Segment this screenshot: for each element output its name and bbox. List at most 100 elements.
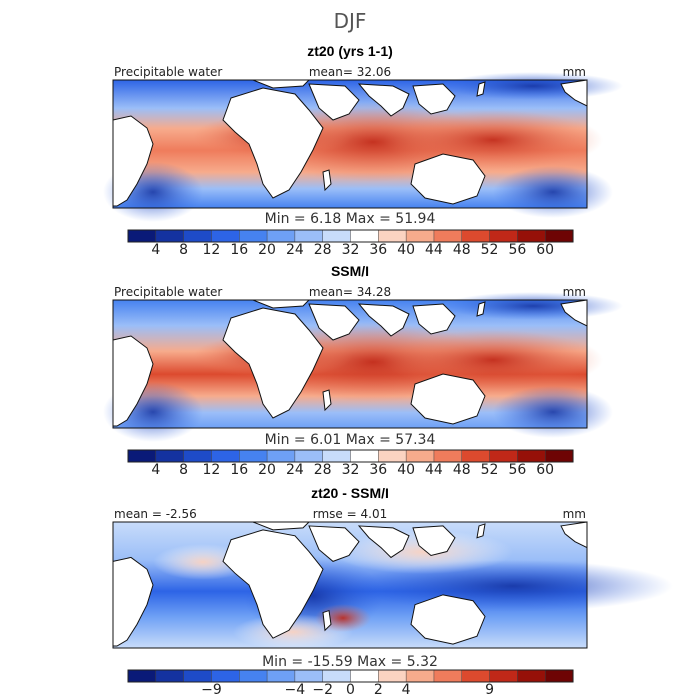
- colorbar-swatch: [433, 669, 463, 683]
- colorbar-swatch: [266, 669, 296, 683]
- mean-stat: mean= 34.28: [309, 285, 391, 299]
- land-outline: [308, 525, 360, 562]
- colorbar-tick-label: 24: [286, 242, 304, 258]
- colorbar-tick-label: 20: [258, 462, 276, 478]
- panel-title: SSM/I: [331, 263, 369, 279]
- map-field: [112, 521, 673, 650]
- colorbar-swatch: [405, 229, 435, 243]
- colorbar: −9 −4 −2 0 2 4 9: [127, 669, 574, 698]
- colorbar-swatch: [239, 449, 268, 463]
- colorbar-swatch: [127, 229, 157, 243]
- colorbar-swatch: [155, 229, 185, 243]
- land-outline: [560, 79, 588, 107]
- land-outline: [410, 153, 486, 205]
- colorbar-tick-label: 44: [425, 462, 443, 478]
- colorbar-tick-label: 56: [508, 462, 526, 478]
- colorbar-swatch: [544, 669, 574, 683]
- colorbar-tick-label: 8: [179, 242, 188, 258]
- land-outline: [410, 594, 486, 645]
- min-max-label: Min = 6.01 Max = 57.34: [265, 432, 436, 448]
- mean-stat: mean = -2.56: [114, 507, 197, 521]
- panel-title: zt20 (yrs 1-1): [307, 43, 393, 59]
- colorbar-swatch: [489, 669, 518, 683]
- colorbar-swatch: [378, 449, 407, 463]
- colorbar-swatch: [322, 449, 352, 463]
- min-max-label: Min = 6.18 Max = 51.94: [265, 211, 436, 227]
- colorbar-tick-label: −4: [285, 682, 306, 698]
- colorbar-tick-label: 8: [179, 462, 188, 478]
- colorbar-swatch: [127, 449, 157, 463]
- field-feature: [443, 292, 623, 320]
- colorbar-swatch: [239, 669, 268, 683]
- colorbar-swatch: [183, 669, 212, 683]
- colorbar-swatch: [489, 229, 518, 243]
- map-frame: [112, 299, 588, 429]
- land-outline: [412, 303, 456, 335]
- panel-3: zt20 - SSM/I mean = -2.56 rmse = 4.01 mm Min…: [112, 485, 673, 698]
- land-outline: [112, 335, 154, 427]
- colorbar-swatch: [350, 449, 379, 463]
- colorbar-tick-label: 32: [342, 242, 360, 258]
- land-outline: [412, 525, 456, 557]
- mean-stat: mean= 32.06: [309, 65, 391, 79]
- colorbar-tick-label: 28: [314, 242, 332, 258]
- min-max-label: Min = -15.59 Max = 5.32: [262, 654, 438, 670]
- colorbar-tick-label: 16: [230, 242, 248, 258]
- colorbar-swatch: [127, 669, 157, 683]
- colorbar-swatch: [461, 669, 491, 683]
- colorbar-tick-label: 16: [230, 462, 248, 478]
- colorbar-swatch: [266, 449, 296, 463]
- variable-label: Precipitable water: [114, 65, 222, 79]
- land-outline: [357, 525, 410, 559]
- panel-title: zt20 - SSM/I: [311, 485, 389, 501]
- land-outline: [357, 303, 410, 337]
- colorbar-tick-label: 4: [151, 242, 160, 258]
- colorbar-tick-label: 56: [508, 242, 526, 258]
- land-outline: [560, 299, 588, 327]
- colorbar-tick-label: 52: [481, 462, 499, 478]
- land-outline: [476, 81, 486, 97]
- land-outline: [476, 523, 486, 539]
- land-outline: [322, 609, 332, 632]
- colorbar-swatch: [461, 229, 491, 243]
- colorbar-tick-label: 28: [314, 462, 332, 478]
- colorbar-tick-label: 32: [342, 462, 360, 478]
- colorbar-swatch: [517, 229, 546, 243]
- colorbar-swatch: [405, 669, 435, 683]
- colorbar-swatch: [350, 229, 379, 243]
- colorbar-tick-label: 4: [151, 462, 160, 478]
- colorbar-tick-label: −2: [312, 682, 333, 698]
- land-outline: [222, 307, 324, 419]
- land-outline: [412, 83, 456, 115]
- colorbar-swatch: [544, 229, 574, 243]
- colorbar-tick-label: 12: [203, 242, 221, 258]
- colorbar-frame: [127, 669, 574, 683]
- colorbar-swatch: [294, 229, 324, 243]
- colorbar-swatch: [155, 669, 185, 683]
- land-outline: [357, 83, 410, 117]
- field-feature: [493, 166, 613, 218]
- land-outline: [222, 529, 324, 639]
- colorbar-swatch: [544, 449, 574, 463]
- colorbar-swatch: [433, 449, 463, 463]
- colorbar-tick-label: 0: [346, 682, 355, 698]
- rmse-stat: rmse = 4.01: [313, 507, 387, 521]
- colorbar-swatch: [350, 669, 379, 683]
- colorbar-tick-label: 44: [425, 242, 443, 258]
- land-outline: [222, 87, 324, 199]
- colorbar-swatch: [239, 229, 268, 243]
- land-outline: [112, 115, 154, 207]
- colorbar-swatch: [517, 449, 546, 463]
- colorbar-swatch: [405, 449, 435, 463]
- variable-label: Precipitable water: [114, 285, 222, 299]
- colorbar-swatch: [489, 449, 518, 463]
- land-outline: [322, 389, 332, 412]
- colorbar-swatch: [211, 449, 240, 463]
- field-feature: [383, 110, 603, 170]
- map-field: [103, 72, 623, 222]
- colorbar-frame: [127, 229, 574, 243]
- units-label: mm: [563, 507, 586, 521]
- colorbar-tick-label: −9: [201, 682, 222, 698]
